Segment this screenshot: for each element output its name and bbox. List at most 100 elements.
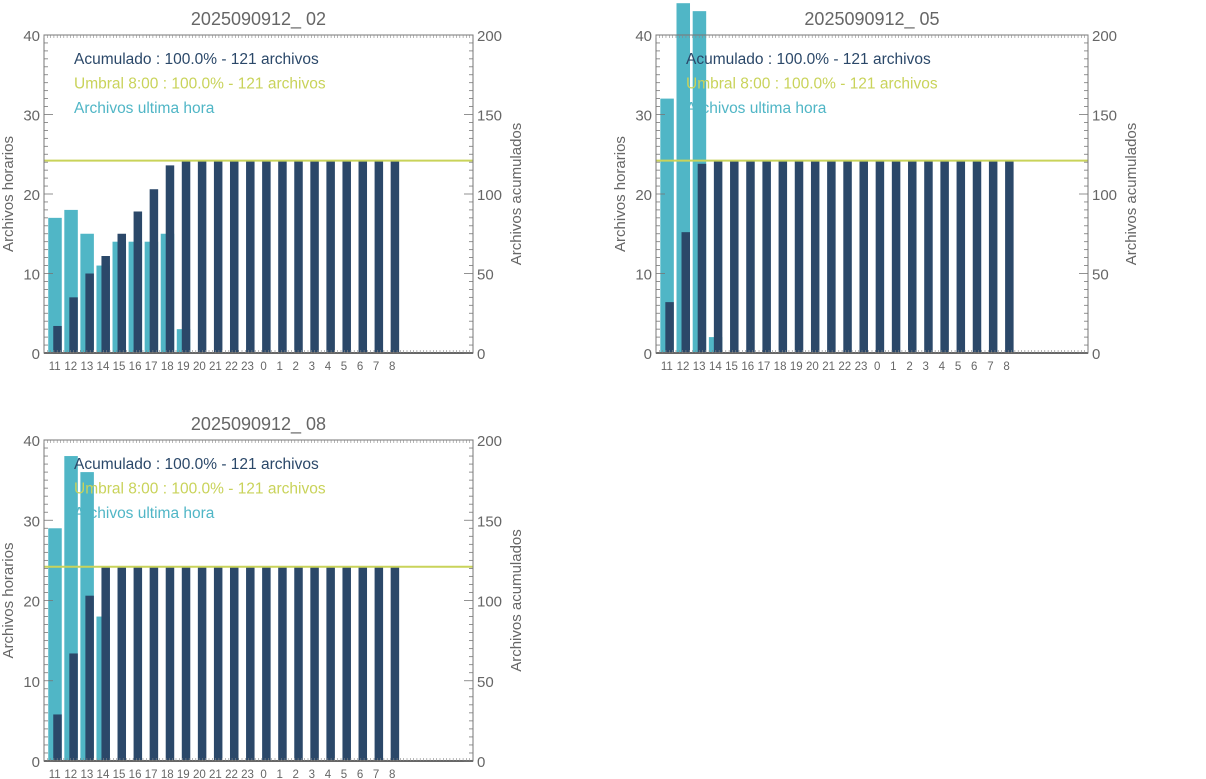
x-tick-label: 2 (293, 769, 299, 779)
accumulated-bar (165, 165, 175, 353)
x-tick-label: 6 (357, 769, 363, 779)
right-tick-label: 50 (477, 267, 494, 284)
left-tick-label: 40 (23, 28, 40, 45)
accumulated-bar (390, 566, 400, 761)
accumulated-bar (342, 160, 351, 353)
right-tick-label: 100 (477, 187, 502, 204)
x-tick-label: 13 (693, 361, 706, 373)
x-tick-label: 17 (758, 361, 771, 373)
x-tick-label: 20 (193, 361, 206, 373)
x-tick-label: 7 (987, 361, 993, 373)
x-tick-label: 21 (822, 361, 835, 373)
left-tick-label: 0 (32, 754, 40, 771)
x-tick-label: 3 (309, 361, 315, 373)
x-tick-label: 8 (1003, 361, 1009, 373)
right-tick-label: 200 (477, 433, 502, 450)
x-tick-label: 0 (260, 361, 266, 373)
left-tick-label: 20 (23, 187, 40, 204)
x-tick-label: 21 (209, 769, 222, 779)
legend-accumulated: Acumulado : 100.0% - 121 archivos (74, 456, 319, 473)
right-axis-label: Archivos acumulados (1123, 123, 1140, 266)
right-tick-label: 0 (477, 346, 485, 363)
right-tick-label: 200 (1092, 28, 1117, 45)
accumulated-bar (262, 566, 271, 761)
x-tick-label: 0 (874, 361, 880, 373)
x-tick-label: 16 (741, 361, 754, 373)
hourly-bar (660, 98, 674, 353)
left-axis-label: Archivos horarios (0, 543, 17, 659)
accumulated-bar (53, 714, 62, 761)
legend-accumulated: Acumulado : 100.0% - 121 archivos (74, 51, 319, 68)
right-tick-label: 150 (477, 108, 502, 125)
right-tick-label: 0 (1092, 346, 1100, 363)
x-tick-label: 13 (80, 361, 93, 373)
accumulated-bar (181, 566, 191, 761)
x-tick-label: 5 (955, 361, 961, 373)
x-tick-label: 18 (161, 361, 174, 373)
right-tick-label: 100 (477, 594, 502, 611)
right-tick-label: 150 (477, 513, 502, 530)
left-tick-label: 10 (635, 267, 652, 284)
x-tick-label: 16 (129, 361, 142, 373)
x-tick-label: 22 (225, 361, 238, 373)
accumulated-bar (697, 163, 707, 353)
x-tick-label: 5 (341, 361, 347, 373)
accumulated-bar (794, 160, 804, 353)
x-tick-label: 22 (225, 769, 238, 779)
accumulated-bar (101, 566, 110, 761)
accumulated-bar (713, 160, 723, 353)
left-tick-label: 40 (635, 28, 652, 45)
accumulated-bar (181, 160, 191, 353)
x-tick-label: 14 (709, 361, 722, 373)
accumulated-bar (197, 566, 207, 761)
accumulated-bar (374, 566, 384, 761)
x-tick-label: 20 (193, 769, 206, 779)
accumulated-bar (326, 566, 335, 761)
accumulated-bar (117, 233, 127, 353)
hourly-bar (48, 217, 62, 353)
right-axis-label: Archivos acumulados (508, 123, 525, 266)
accumulated-bar (165, 566, 175, 761)
legend-threshold: Umbral 8:00 : 100.0% - 121 archivos (74, 76, 326, 93)
x-tick-label: 1 (890, 361, 896, 373)
x-tick-label: 8 (389, 361, 395, 373)
chart-title: 2025090912_ 05 (804, 9, 939, 30)
accumulated-bar (988, 160, 998, 353)
accumulated-bar (133, 566, 143, 761)
right-tick-label: 100 (1092, 187, 1117, 204)
accumulated-bar (342, 566, 351, 761)
x-tick-label: 13 (80, 769, 93, 779)
accumulated-bar (374, 160, 384, 353)
accumulated-bar (85, 595, 94, 761)
left-tick-label: 10 (23, 674, 40, 691)
accumulated-bar (730, 160, 739, 353)
x-tick-label: 15 (113, 769, 126, 779)
x-tick-label: 12 (64, 769, 77, 779)
x-tick-label: 19 (177, 769, 190, 779)
x-tick-label: 17 (145, 769, 158, 779)
legend-hourly: Archivos ultima hora (74, 100, 215, 117)
left-tick-label: 0 (644, 346, 652, 363)
x-tick-label: 18 (774, 361, 787, 373)
x-tick-label: 22 (838, 361, 851, 373)
x-tick-label: 4 (939, 361, 946, 373)
x-tick-label: 23 (241, 361, 254, 373)
x-tick-label: 4 (325, 361, 332, 373)
x-tick-label: 1 (276, 769, 282, 779)
right-tick-label: 200 (477, 28, 502, 45)
accumulated-bar (875, 160, 885, 353)
accumulated-bar (101, 256, 110, 353)
legend-accumulated: Acumulado : 100.0% - 121 archivos (686, 51, 931, 68)
x-tick-label: 23 (241, 769, 254, 779)
x-tick-label: 12 (677, 361, 690, 373)
x-tick-label: 14 (97, 769, 110, 779)
accumulated-bar (294, 160, 303, 353)
accumulated-bar (908, 160, 917, 353)
accumulated-bar (246, 160, 255, 353)
x-tick-label: 20 (806, 361, 819, 373)
accumulated-bar (778, 160, 788, 353)
x-tick-label: 19 (790, 361, 803, 373)
chart-title: 2025090912_ 08 (191, 414, 326, 435)
